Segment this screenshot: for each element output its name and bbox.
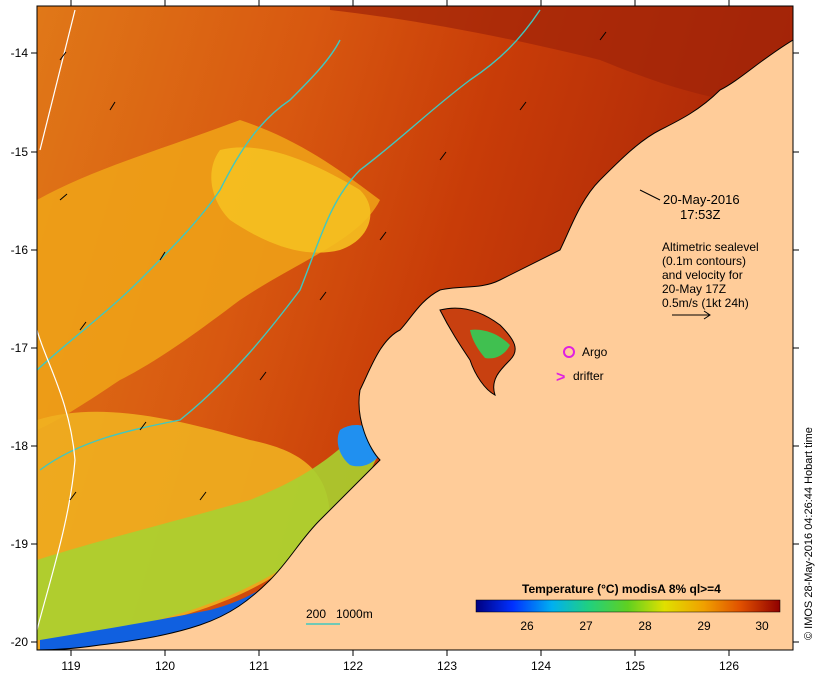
scale-arrow (672, 310, 711, 320)
lat-label-18: -18 (11, 439, 29, 453)
lat-label-19: -19 (11, 537, 29, 551)
dark-patch-north (330, 6, 790, 110)
colorbar-gradient (475, 599, 781, 613)
velocity-arrows (59, 31, 607, 501)
drifter-marker: > (556, 369, 565, 386)
datetime-pointer (639, 189, 661, 201)
argo-label: Argo (582, 345, 608, 359)
sealevel-line5: 0.5m/s (1kt 24h) (662, 296, 749, 310)
sealevel-line2: (0.1m contours) (662, 254, 746, 268)
colorbar-tick-29: 29 (697, 619, 711, 633)
lat-label-15: -15 (11, 145, 29, 159)
velocity-arrow (139, 421, 147, 431)
velocity-arrow (79, 321, 87, 331)
green-band (37, 430, 380, 640)
bathy-label-1000: 1000m (336, 607, 373, 621)
lon-label-122: 122 (343, 659, 363, 673)
sealevel-line3: and velocity for (662, 268, 743, 282)
sealevel-line4: 20-May 17Z (662, 282, 726, 296)
warm-patch-central (211, 147, 371, 253)
colorbar-tick-27: 27 (579, 619, 593, 633)
lat-label-14: -14 (11, 46, 29, 60)
drifter-label: drifter (573, 369, 604, 383)
lon-label-120: 120 (155, 659, 175, 673)
lon-label-124: 124 (531, 659, 551, 673)
velocity-arrow (59, 51, 67, 61)
contour-1000m (37, 39, 341, 371)
colorbar-tick-28: 28 (638, 619, 652, 633)
colorbar-tick-30: 30 (755, 619, 769, 633)
velocity-arrow (259, 371, 267, 381)
lat-ticks (31, 52, 799, 643)
lon-label-123: 123 (437, 659, 457, 673)
lon-label-126: 126 (719, 659, 739, 673)
velocity-arrow (199, 491, 207, 501)
lat-label-16: -16 (11, 243, 29, 257)
datetime-line1: 20-May-2016 (663, 192, 740, 207)
velocity-arrow (59, 193, 68, 201)
contour-200m (39, 9, 541, 471)
velocity-arrow (519, 101, 527, 111)
lon-label-125: 125 (625, 659, 645, 673)
credit-text: © IMOS 28-May-2016 04:26:44 Hobart time (803, 427, 815, 640)
velocity-arrow (109, 101, 116, 111)
velocity-arrow (319, 291, 327, 301)
datetime-line2: 17:53Z (680, 207, 721, 222)
land-mass (37, 39, 793, 650)
colorbar-title: Temperature (°C) modisA 8% ql>=4 (522, 582, 721, 596)
lon-label-119: 119 (61, 659, 80, 673)
king-sound-green (470, 329, 510, 359)
velocity-arrow (599, 31, 607, 41)
lat-label-20: -20 (11, 635, 29, 649)
velocity-arrow (159, 251, 166, 261)
velocity-arrow (379, 231, 387, 241)
lon-label-121: 121 (249, 659, 269, 673)
sealevel-line1: Altimetric sealevel (662, 240, 759, 254)
velocity-arrow (439, 151, 447, 161)
plot-frame (36, 5, 794, 651)
velocity-arrow (69, 491, 77, 501)
sealevel-contour-west (37, 329, 76, 631)
lat-label-17: -17 (11, 341, 29, 355)
lon-ticks (70, 0, 730, 656)
bathy-label-200: 200 (306, 607, 326, 621)
plot-area (37, 6, 793, 650)
argo-marker (563, 346, 575, 358)
sealevel-contour-north (39, 9, 76, 151)
king-sound (439, 307, 516, 396)
colorbar-tick-26: 26 (520, 619, 534, 633)
